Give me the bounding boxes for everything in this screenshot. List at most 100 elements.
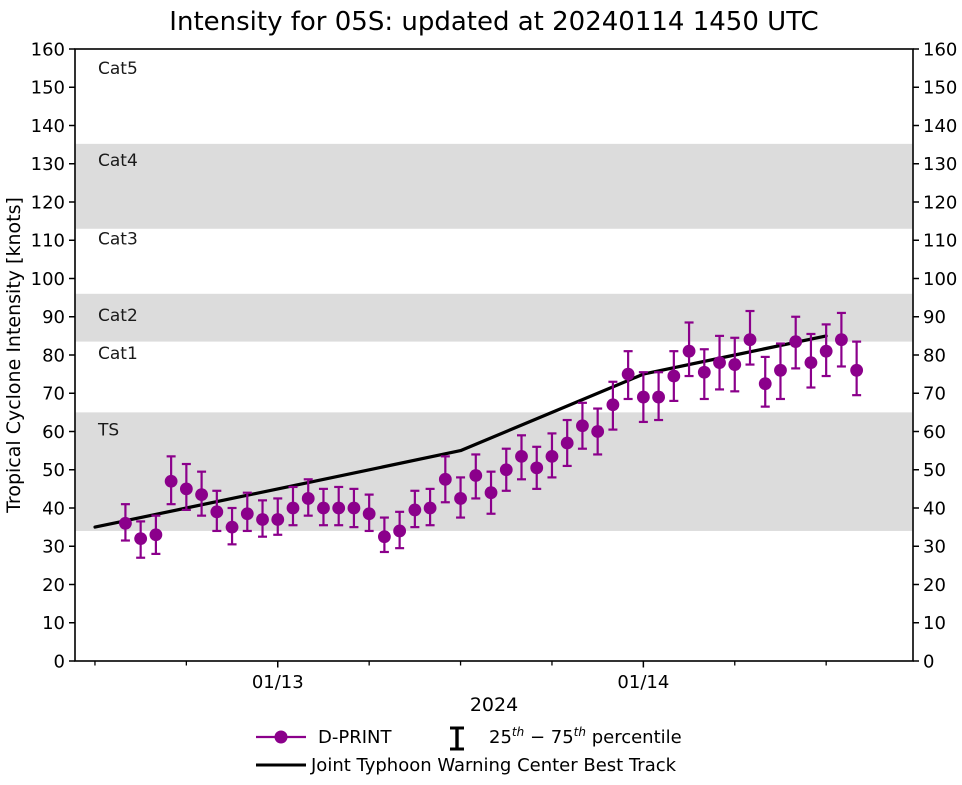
y-tick-label-left: 70: [42, 384, 65, 405]
dprint-marker: [225, 520, 239, 534]
legend-percentile-label: 25th − 75th percentile: [489, 725, 682, 748]
y-tick-label-right: 20: [923, 575, 946, 596]
dprint-marker: [499, 463, 513, 477]
dprint-marker: [240, 507, 254, 521]
dprint-marker: [560, 436, 574, 450]
dprint-point: [835, 311, 848, 368]
dprint-point: [393, 510, 407, 550]
y-tick-label-right: 30: [923, 537, 946, 558]
legend: D-PRINT 25th − 75th percentile Joint Typ…: [256, 725, 682, 776]
y-tick-label-right: 100: [923, 269, 957, 290]
y-tick-label-right: 50: [923, 460, 946, 481]
dprint-point: [332, 485, 346, 527]
x-axis-year-label: 2024: [470, 694, 518, 716]
y-tick-label-right: 10: [923, 613, 946, 634]
y-tick-label-left: 20: [42, 575, 65, 596]
y-tick-label-left: 60: [42, 422, 65, 443]
y-tick-label-right: 90: [923, 307, 946, 328]
dprint-marker: [393, 524, 407, 538]
dprint-point: [438, 455, 452, 504]
y-tick-label-right: 0: [923, 651, 934, 672]
dprint-marker: [515, 449, 528, 463]
dprint-marker: [636, 390, 650, 404]
dprint-point: [591, 407, 605, 456]
dprint-marker: [530, 461, 544, 475]
dprint-point: [164, 455, 178, 506]
dprint-point: [134, 520, 148, 559]
y-tick-label-right: 110: [923, 231, 957, 252]
dprint-marker: [438, 472, 452, 486]
dprint-point: [636, 371, 650, 424]
dprint-marker: [454, 492, 467, 505]
dprint-point: [271, 497, 285, 536]
y-tick-label-right: 150: [923, 78, 957, 99]
y-tick-label-left: 140: [31, 116, 65, 137]
y-tick-label-left: 160: [31, 39, 65, 60]
dprint-point: [317, 487, 330, 527]
dprint-marker: [408, 503, 422, 517]
y-tick-label-left: 30: [42, 537, 65, 558]
dprint-point: [819, 323, 833, 378]
y-tick-label-right: 80: [923, 345, 946, 366]
dprint-point: [256, 499, 269, 538]
dprint-point: [225, 506, 239, 546]
dprint-point: [408, 489, 422, 529]
y-tick-label-left: 120: [31, 192, 65, 213]
dprint-marker: [621, 367, 635, 381]
dprint-point: [789, 315, 803, 370]
dprint-point: [682, 321, 696, 378]
axes-ticks: 0 0 10 10 20 20 30 30 40 40 50 50 60 60 70 70 80 80 90 90 10…: [31, 39, 958, 693]
dprint-marker: [271, 513, 285, 526]
dprint-point: [560, 418, 574, 468]
dprint-point: [484, 470, 498, 515]
dprint-point: [149, 514, 163, 556]
dprint-point: [469, 453, 483, 500]
legend-dprint-label: D-PRINT: [318, 727, 392, 748]
dprint-marker: [591, 425, 605, 438]
category-label-Cat1: Cat1: [98, 344, 138, 364]
dprint-point: [728, 336, 742, 393]
y-tick-label-right: 40: [923, 498, 946, 519]
dprint-point: [804, 332, 818, 389]
dprint-marker: [469, 469, 483, 482]
dprint-marker: [713, 356, 726, 370]
dprint-marker: [210, 505, 224, 519]
category-label-Cat4: Cat4: [98, 151, 138, 171]
y-tick-label-left: 40: [42, 498, 65, 519]
dprint-point: [667, 350, 681, 402]
plot-border: [74, 48, 914, 662]
dprint-point: [210, 489, 224, 533]
dprint-marker: [850, 363, 864, 377]
dprint-point: [347, 487, 361, 529]
dprint-point: [530, 445, 544, 490]
dprint-point: [286, 485, 300, 527]
dprint-marker: [606, 398, 620, 412]
dprint-marker: [286, 501, 300, 515]
dprint-point: [301, 478, 315, 517]
dprint-marker: [835, 333, 848, 347]
dprint-marker: [743, 333, 757, 347]
dprint-point: [423, 487, 437, 527]
band-Cat4: [75, 143, 913, 229]
dprint-marker: [758, 377, 772, 391]
y-tick-label-left: 90: [42, 307, 65, 328]
y-tick-label-left: 80: [42, 345, 65, 366]
dprint-marker: [256, 513, 269, 526]
y-tick-label-right: 160: [923, 39, 957, 60]
dprint-marker: [774, 363, 787, 377]
dprint-marker: [652, 390, 665, 404]
dprint-point: [697, 348, 711, 401]
dprint-point: [179, 462, 193, 512]
y-tick-label-right: 130: [923, 154, 957, 175]
dprint-series: [119, 309, 864, 559]
dprint-point: [758, 355, 772, 408]
dprint-point: [743, 309, 757, 366]
dprint-marker: [545, 449, 559, 463]
dprint-marker: [179, 482, 193, 496]
y-tick-label-left: 110: [31, 231, 65, 252]
legend-best-track-label: Joint Typhoon Warning Center Best Track: [310, 755, 677, 776]
dprint-point: [621, 350, 635, 401]
dprint-marker: [149, 528, 163, 542]
